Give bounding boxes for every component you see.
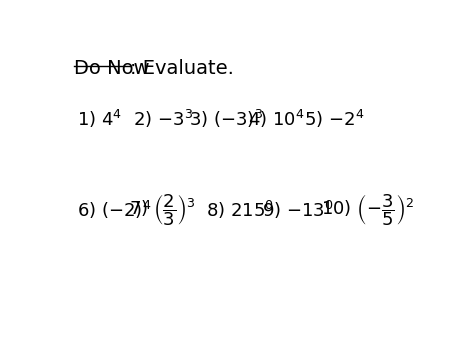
Text: $10)\ \left(-\dfrac{3}{5}\right)^2$: $10)\ \left(-\dfrac{3}{5}\right)^2$ [321, 192, 414, 227]
Text: : Evaluate.: : Evaluate. [130, 59, 234, 78]
Text: $1)\ 4^4$: $1)\ 4^4$ [77, 107, 122, 130]
Text: $7)\ \left(\dfrac{2}{3}\right)^3$: $7)\ \left(\dfrac{2}{3}\right)^3$ [130, 192, 196, 227]
Text: $2)\ {-3^3}$: $2)\ {-3^3}$ [133, 107, 193, 130]
Text: $6)\ (-2)^4$: $6)\ (-2)^4$ [77, 199, 152, 221]
Text: $3)\ (-3)^3$: $3)\ (-3)^3$ [189, 107, 263, 130]
Text: $8)\ 215^0$: $8)\ 215^0$ [206, 199, 274, 221]
Text: $4)\ 10^4$: $4)\ 10^4$ [248, 107, 305, 130]
Text: Do Now: Do Now [74, 59, 149, 78]
Text: $9)\ {-13^0}$: $9)\ {-13^0}$ [262, 199, 334, 221]
Text: $5)\ {-2^4}$: $5)\ {-2^4}$ [304, 107, 364, 130]
